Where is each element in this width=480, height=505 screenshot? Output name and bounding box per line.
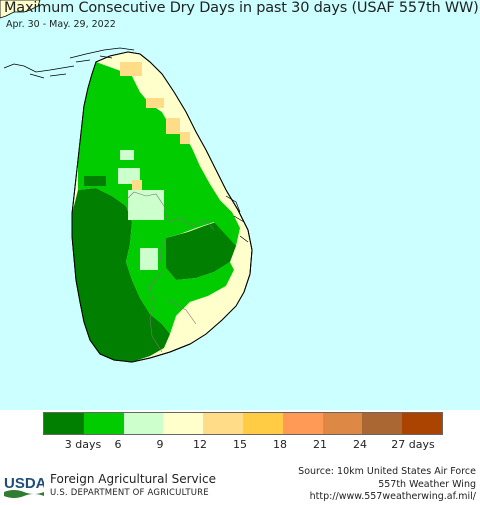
region-3-days xyxy=(72,188,170,362)
india-coastline xyxy=(0,0,41,19)
usda-branding: USDA Foreign Agricultural Service U.S. D… xyxy=(4,470,244,502)
region-15-days-d xyxy=(180,132,190,144)
legend-tick: 21 xyxy=(313,438,327,451)
agency-name: Foreign Agricultural Service xyxy=(50,472,216,486)
mannar-shoals xyxy=(3,63,75,79)
color-legend xyxy=(43,412,443,435)
legend-swatch-4 xyxy=(203,413,243,434)
island-outline xyxy=(71,51,253,363)
legend-swatch-9 xyxy=(402,413,442,434)
region-9-days-d xyxy=(120,150,134,160)
sri-lanka-map xyxy=(0,0,253,363)
legend-swatch-2 xyxy=(123,413,164,434)
legend-tick: 6 xyxy=(114,438,122,451)
region-9-days-c xyxy=(140,248,158,270)
legend-swatch-7 xyxy=(322,413,363,434)
usda-logo-text: USDA xyxy=(4,475,44,492)
region-15-days-a xyxy=(120,62,142,76)
legend-swatch-0 xyxy=(44,413,84,434)
legend-swatch-8 xyxy=(362,413,403,434)
legend-tick: 15 xyxy=(233,438,247,451)
legend-tick: 3 days xyxy=(64,438,102,451)
legend-swatch-3 xyxy=(163,413,204,434)
source-credit: Source: 10km United States Air Force 557… xyxy=(298,466,476,504)
date-range: Apr. 30 - May. 29, 2022 xyxy=(6,19,116,30)
department-name: U.S. DEPARTMENT OF AGRICULTURE xyxy=(50,488,209,498)
jaffna-peninsula xyxy=(69,47,135,63)
legend-tick: 9 xyxy=(156,438,164,451)
source-line-3: http://www.557weatherwing.af.mil/ xyxy=(309,491,476,502)
map-panel: Maximum Consecutive Dry Days in past 30 … xyxy=(0,0,480,410)
region-15-days-e xyxy=(132,180,142,190)
usda-logo-icon: USDA xyxy=(4,475,44,498)
legend-swatch-1 xyxy=(83,413,124,434)
legend-ticks: 3 days 6 9 12 15 18 21 24 27 days xyxy=(0,438,480,454)
legend-tick: 12 xyxy=(193,438,207,451)
legend-tick: 18 xyxy=(273,438,287,451)
region-12-days-southeast xyxy=(176,270,244,344)
region-3-days-north xyxy=(84,176,106,186)
legend-swatch-6 xyxy=(282,413,323,434)
region-3-days-east xyxy=(166,222,236,280)
region-15-days-c xyxy=(166,118,180,134)
district-boundaries xyxy=(127,191,215,353)
source-line-2: 557th Weather Wing xyxy=(378,478,476,490)
legend-swatch-5 xyxy=(242,413,283,434)
region-9-days-b xyxy=(128,190,164,220)
legend-tick: 24 xyxy=(353,438,367,451)
map-title: Maximum Consecutive Dry Days in past 30 … xyxy=(4,0,479,16)
source-line-1: Source: 10km United States Air Force xyxy=(298,466,476,477)
region-15-days-b xyxy=(146,98,164,108)
legend-tick: 27 days xyxy=(391,438,435,451)
east-lagoons xyxy=(225,195,249,243)
